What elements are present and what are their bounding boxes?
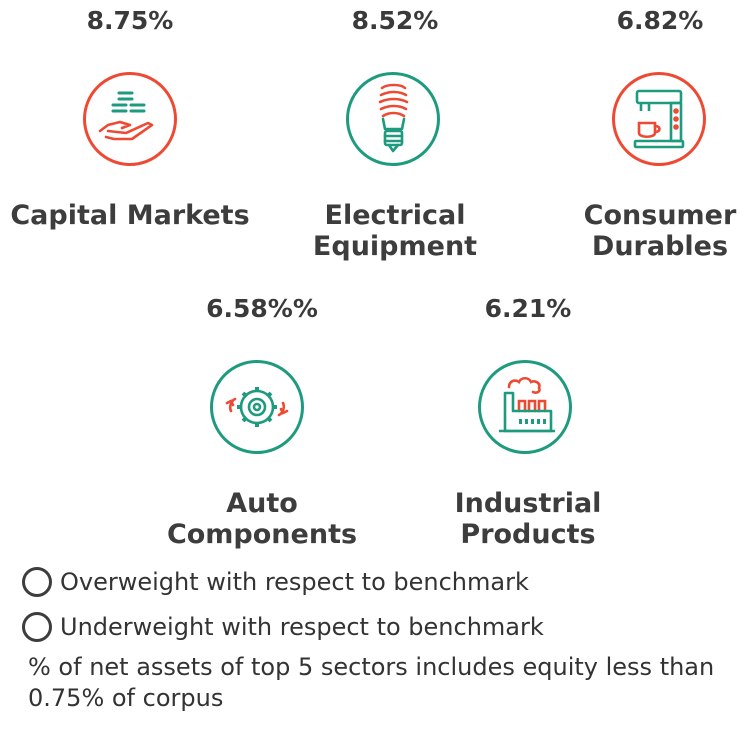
coffee-machine-icon [633,89,685,149]
sector-name: Electrical Equipment [312,200,478,262]
sector-name: Industrial Products [454,488,602,550]
overweight-ring [210,360,304,454]
legend-overweight: Overweight with respect to benchmark [22,567,529,597]
underweight-legend-icon [22,612,52,642]
hand-coins-icon [98,91,154,141]
sector-percentage: 8.52% [351,6,439,35]
footnote: % of net assets of top 5 sectors include… [28,653,715,712]
overweight-ring [346,72,440,166]
lightbulb-icon [378,83,409,153]
sector-percentage: 8.75% [86,6,174,35]
legend-underweight-text: Underweight with respect to benchmark [60,613,544,641]
overweight-ring [478,360,572,454]
underweight-ring [83,72,177,166]
sector-name: Consumer Durables [583,200,737,262]
legend-overweight-text: Overweight with respect to benchmark [60,568,529,596]
gears-icon [225,387,289,427]
factory-icon [499,376,555,433]
legend-underweight: Underweight with respect to benchmark [22,612,544,642]
sector-name: Capital Markets [10,200,250,231]
sector-percentage: 6.21% [484,294,572,323]
sector-percentage: 6.58%% [206,294,318,323]
sector-percentage: 6.82% [616,6,704,35]
underweight-ring [612,72,706,166]
sector-name: Auto Components [166,488,358,550]
overweight-legend-icon [22,567,52,597]
